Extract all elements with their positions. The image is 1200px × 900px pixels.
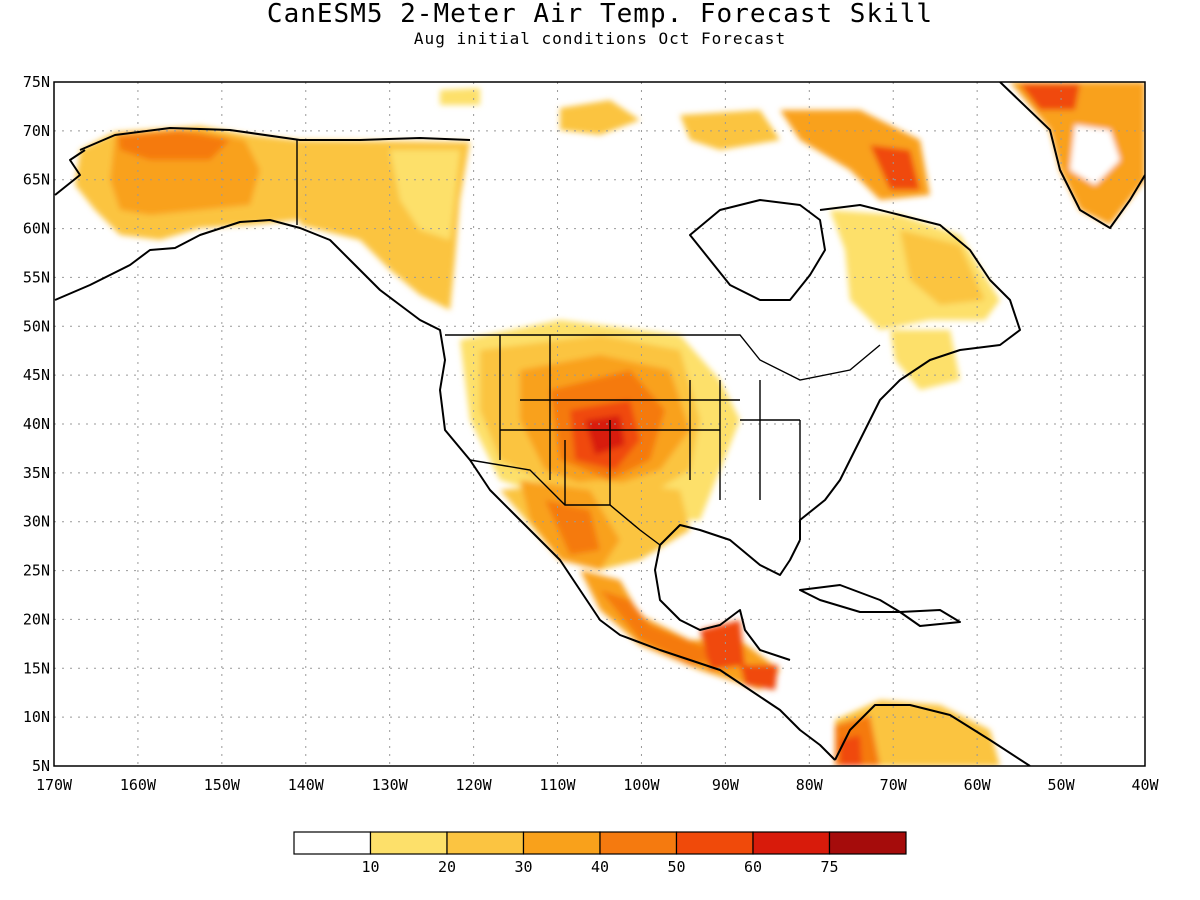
colorbar-label: 50 xyxy=(667,858,685,876)
region-arctic-2 xyxy=(680,110,780,150)
lat-tick-label: 25N xyxy=(23,562,50,580)
coast-gulf xyxy=(654,524,801,661)
lon-tick-label: 170W xyxy=(36,776,73,794)
map-title: CanESM5 2-Meter Air Temp. Forecast Skill xyxy=(266,0,934,29)
lon-tick-label: 70W xyxy=(880,776,908,794)
colorbar-swatch xyxy=(599,831,678,855)
region-camerica-hot xyxy=(700,620,745,670)
region-nwmexico-hot xyxy=(545,500,600,555)
colorbar-swatch xyxy=(446,831,525,855)
lon-tick-label: 130W xyxy=(372,776,409,794)
lon-tick-label: 120W xyxy=(456,776,493,794)
coast-greenland xyxy=(999,82,1145,229)
coast-alaska-west xyxy=(54,149,86,196)
colorbar-label: 60 xyxy=(744,858,762,876)
lat-tick-label: 40N xyxy=(23,415,50,433)
colorbar-label: 40 xyxy=(591,858,609,876)
colorbar: 10 20 30 40 50 60 75 xyxy=(293,831,907,876)
latitude-labels: 75N 70N 65N 60N 55N 50N 45N 40N 35N 30N 25N 20N 15N 1… xyxy=(23,73,50,775)
coast-labrador xyxy=(799,204,1021,540)
lon-tick-label: 50W xyxy=(1048,776,1076,794)
map-subtitle: Aug initial conditions Oct Forecast xyxy=(413,29,787,48)
colorbar-label: 10 xyxy=(361,858,379,876)
border-states-west xyxy=(499,335,801,520)
lon-tick-label: 110W xyxy=(539,776,576,794)
colorbar-label: 30 xyxy=(514,858,532,876)
region-greenland-hot xyxy=(1020,84,1080,110)
colorbar-swatch xyxy=(675,831,754,855)
lat-tick-label: 20N xyxy=(23,610,50,628)
lat-tick-label: 30N xyxy=(23,513,50,531)
coast-hudson xyxy=(689,199,826,301)
coast-pacific xyxy=(54,219,836,761)
lat-tick-label: 35N xyxy=(23,464,50,482)
lat-tick-label: 5N xyxy=(32,757,50,775)
region-baffin-hot xyxy=(870,145,920,190)
lat-tick-label: 75N xyxy=(23,73,50,91)
lon-tick-label: 160W xyxy=(120,776,157,794)
region-greenland-white xyxy=(1070,125,1120,185)
coast-cuba xyxy=(799,584,901,613)
region-labrador-2 xyxy=(900,230,985,305)
lon-tick-label: 60W xyxy=(964,776,992,794)
region-alaska-hot xyxy=(118,130,230,160)
colorbar-swatch xyxy=(752,831,831,855)
region-honduras xyxy=(740,665,778,690)
lat-tick-label: 10N xyxy=(23,708,50,726)
lon-tick-label: 90W xyxy=(712,776,740,794)
lon-tick-label: 80W xyxy=(796,776,824,794)
lat-tick-label: 65N xyxy=(23,171,50,189)
lat-tick-label: 15N xyxy=(23,659,50,677)
lat-tick-label: 45N xyxy=(23,366,50,384)
political-borders xyxy=(296,140,881,546)
region-yukon-light xyxy=(390,150,460,240)
colorbar-label: 75 xyxy=(820,858,838,876)
lat-tick-label: 60N xyxy=(23,220,50,238)
border-us-mexico xyxy=(469,459,661,546)
lat-tick-label: 70N xyxy=(23,122,50,140)
region-fourcorners-core xyxy=(585,415,625,455)
colorbar-swatch xyxy=(293,831,372,855)
region-nw-patch xyxy=(440,88,480,105)
plot-frame xyxy=(53,81,1146,767)
colorbar-swatch xyxy=(369,831,448,855)
region-smexico-hot xyxy=(600,590,720,665)
lat-tick-label: 55N xyxy=(23,268,50,286)
lon-tick-label: 140W xyxy=(288,776,325,794)
region-arctic xyxy=(560,100,640,135)
coast-samerica xyxy=(834,704,1031,766)
coastlines xyxy=(54,82,1145,766)
colorbar-swatch xyxy=(522,831,601,855)
longitude-labels: 170W 160W 150W 140W 130W 120W 110W 100W 90W 80W 70… xyxy=(36,776,1160,794)
lon-tick-label: 150W xyxy=(204,776,241,794)
coast-alaska-north xyxy=(79,127,471,151)
lon-tick-label: 40W xyxy=(1131,776,1159,794)
lon-tick-label: 100W xyxy=(623,776,660,794)
lat-tick-label: 50N xyxy=(23,317,50,335)
colorbar-swatch xyxy=(828,831,907,855)
coast-hispaniola xyxy=(899,609,961,627)
region-samerica-core xyxy=(840,735,862,766)
colorbar-label: 20 xyxy=(438,858,456,876)
border-us-canada xyxy=(445,334,881,381)
region-maritimes xyxy=(890,330,960,390)
